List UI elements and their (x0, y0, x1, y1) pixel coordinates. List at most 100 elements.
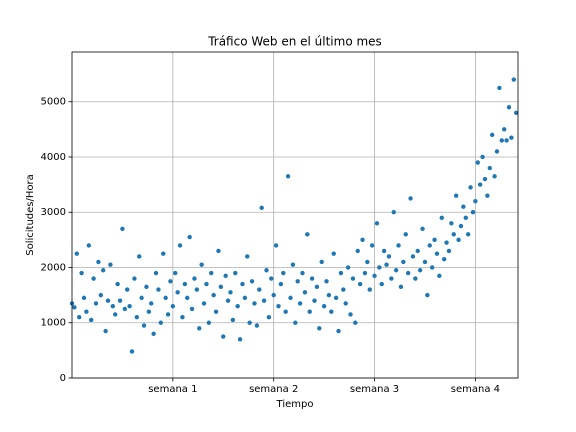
point (158, 320, 164, 325)
point (329, 309, 334, 314)
point (201, 301, 207, 306)
point (348, 312, 353, 317)
point (96, 259, 101, 265)
point (437, 273, 442, 278)
point (513, 110, 519, 115)
point (477, 182, 483, 187)
point (473, 198, 478, 204)
point (161, 251, 166, 256)
point (103, 328, 108, 334)
point (209, 270, 214, 276)
point (353, 320, 358, 325)
point (122, 306, 128, 312)
point (192, 276, 197, 281)
point (149, 301, 154, 306)
y-tick-label: 1000 (41, 318, 66, 329)
point (405, 270, 411, 276)
point (225, 298, 231, 303)
x-tick-label: semana 2 (249, 384, 298, 395)
point (398, 284, 404, 290)
point (177, 243, 183, 248)
point (432, 237, 437, 243)
point (511, 77, 516, 82)
point (230, 317, 236, 323)
point (199, 262, 204, 267)
point (434, 251, 440, 256)
point (341, 287, 346, 292)
point (374, 221, 380, 226)
point (499, 138, 504, 143)
point (252, 301, 257, 306)
point (113, 312, 118, 317)
point (451, 232, 456, 237)
point (108, 262, 113, 267)
y-tick-label: 2000 (41, 262, 66, 273)
point (422, 259, 428, 265)
point (216, 248, 221, 254)
x-tick-label: semana 3 (350, 384, 399, 395)
point (254, 323, 260, 328)
point (480, 154, 485, 160)
point (283, 309, 288, 314)
point (336, 328, 341, 334)
point (506, 105, 512, 110)
point (290, 262, 296, 267)
point (79, 270, 84, 276)
y-tick-label: 5000 (41, 97, 66, 108)
point (391, 210, 396, 215)
point (276, 303, 281, 309)
point (425, 292, 430, 298)
point (206, 320, 212, 325)
point (485, 193, 490, 198)
point (151, 331, 156, 336)
point (475, 160, 480, 165)
point (81, 295, 87, 301)
point (163, 295, 168, 301)
point (156, 287, 161, 292)
point (403, 232, 408, 237)
point (497, 85, 502, 91)
point (288, 295, 293, 301)
point (211, 292, 216, 298)
point (461, 204, 466, 209)
point (379, 281, 384, 287)
chart-title: Tráfico Web en el último mes (207, 35, 382, 49)
point (377, 265, 382, 270)
x-axis-label: Tiempo (276, 399, 314, 410)
point (269, 276, 274, 281)
point (465, 232, 471, 237)
point (449, 221, 454, 226)
point (165, 312, 171, 317)
point (266, 315, 272, 320)
point (84, 309, 89, 314)
point (228, 290, 233, 295)
point (281, 270, 286, 276)
point (146, 309, 152, 314)
point (221, 334, 226, 339)
point (314, 284, 320, 290)
point (384, 262, 389, 267)
point (324, 279, 329, 284)
axes-frame (71, 51, 519, 379)
point (264, 268, 269, 273)
point (285, 174, 291, 179)
point (439, 215, 444, 220)
point (249, 279, 255, 284)
point (343, 301, 348, 306)
point (271, 292, 276, 298)
point (86, 243, 92, 248)
point (415, 248, 420, 254)
point (295, 279, 300, 284)
point (74, 251, 80, 256)
point (115, 281, 120, 287)
point (492, 174, 497, 179)
point (393, 268, 399, 273)
point (105, 298, 111, 303)
point (453, 193, 459, 198)
point (293, 320, 298, 325)
point (429, 265, 435, 270)
point (72, 305, 77, 310)
point (456, 237, 461, 243)
point (187, 234, 192, 240)
